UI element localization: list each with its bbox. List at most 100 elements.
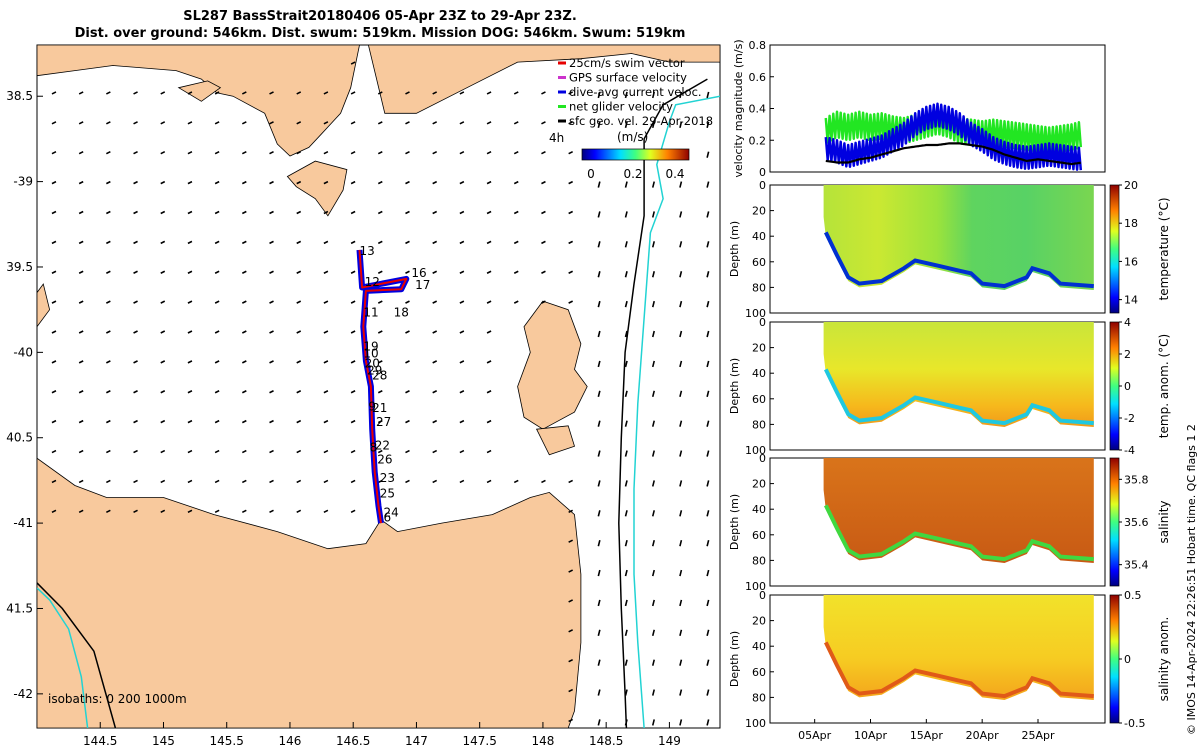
current-vector-arrow (160, 121, 166, 125)
current-vector-arrow (541, 240, 546, 245)
current-vector-arrow (106, 300, 111, 304)
current-vector-arrow (486, 270, 492, 274)
colorbar-tick-label: 0 (1124, 653, 1131, 666)
date-x-tick-label: 05Apr (798, 729, 832, 742)
speed-colorbar (581, 148, 690, 161)
track-day-label: 27 (376, 415, 391, 429)
colorbar-label: temperature (°C) (1157, 198, 1171, 301)
current-vector-arrow (651, 629, 656, 637)
current-vector-arrow (51, 270, 57, 274)
current-vector-arrow (269, 270, 274, 274)
current-vector-arrow (51, 151, 57, 155)
current-vector-arrow (106, 91, 111, 95)
current-vector-arrow (241, 151, 247, 155)
colorbar-tick-label: -2 (1124, 412, 1135, 425)
current-vector-arrow (624, 241, 628, 248)
current-vector-arrow (568, 240, 574, 245)
colorbar-tick-label: 4 (1124, 316, 1131, 329)
current-vector-arrow (323, 330, 329, 334)
current-vector-arrow (405, 210, 410, 215)
king-island (37, 283, 51, 328)
current-vector-arrow (486, 240, 492, 245)
current-vector-arrow (568, 688, 574, 693)
depth-y-tick-label: 20 (752, 205, 766, 218)
current-vector-arrow (241, 390, 247, 394)
current-vector-arrow (187, 360, 193, 364)
current-vector-arrow (133, 449, 138, 454)
current-vector-arrow (568, 629, 574, 633)
current-vector-arrow (651, 450, 656, 457)
current-vector-arrow (214, 180, 220, 185)
current-vector-arrow (568, 479, 574, 484)
current-vector-arrow (350, 91, 356, 95)
current-vector-arrow (214, 240, 220, 245)
current-vector-arrow (597, 241, 601, 248)
current-vector-arrow (706, 330, 710, 338)
track-day-label: 29 (367, 364, 382, 378)
map-y-tick-label: 40.5 (6, 431, 33, 445)
current-vector-arrow (432, 479, 438, 484)
current-vector-arrow (133, 360, 138, 364)
current-vector-arrow (624, 271, 628, 278)
current-vector-arrow (269, 180, 274, 185)
current-vector-arrow (651, 390, 656, 397)
current-vector-arrow (651, 271, 656, 278)
depth-y-tick-label: 60 (752, 393, 766, 406)
current-vector-arrow (679, 181, 683, 188)
current-vector-arrow (241, 121, 247, 125)
current-vector-arrow (106, 479, 111, 484)
current-vector-arrow (405, 91, 410, 95)
current-vector-arrow (241, 91, 247, 95)
current-vector-arrow (350, 270, 356, 274)
current-vector-arrow (133, 240, 138, 245)
colorbar-tick-label: 20 (1124, 179, 1138, 192)
tasmania (37, 457, 582, 728)
colorbar-tick-label: 16 (1124, 255, 1138, 268)
isobath-1000m-east (633, 95, 720, 728)
current-vector-arrow (323, 151, 329, 155)
current-vector-arrow (513, 270, 519, 274)
colorbar-tick-label: -4 (1124, 444, 1135, 457)
current-vector-arrow (459, 121, 465, 125)
map-x-tick-label: 148.5 (589, 734, 623, 748)
current-vector-arrow (459, 151, 465, 155)
map-x-tick-label: 144.5 (83, 734, 117, 748)
current-vector-arrow (160, 509, 166, 514)
current-vector-arrow (568, 509, 574, 514)
current-vector-arrow (296, 180, 302, 185)
current-vector-arrow (405, 330, 410, 334)
current-vector-arrow (187, 449, 193, 454)
track-day-label: 11 (363, 305, 378, 319)
current-vector-arrow (133, 151, 138, 155)
track-day-label: 22 (375, 439, 390, 453)
velocity-y-tick-label: 0.2 (749, 134, 767, 147)
current-vector-arrow (133, 330, 138, 334)
current-vector-arrow (269, 330, 274, 334)
current-vector-arrow (459, 360, 465, 364)
current-vector-arrow (624, 181, 628, 188)
current-vector-arrow (706, 241, 710, 248)
current-vector-arrow (651, 300, 656, 308)
current-vector-arrow (624, 719, 628, 726)
current-vector-arrow (624, 480, 628, 487)
current-vector-arrow (706, 689, 710, 696)
legend-item-label: GPS surface velocity (569, 71, 687, 85)
map-y-tick-label: -41 (13, 516, 33, 530)
current-vector-arrow (486, 151, 492, 155)
current-vector-arrow (160, 330, 166, 334)
current-vector-arrow (133, 300, 138, 304)
map-x-tick-label: 145.5 (210, 734, 244, 748)
current-vector-arrow (241, 300, 247, 304)
flinders-island (517, 300, 588, 430)
current-vector-arrow (597, 539, 601, 547)
map-y-tick-label: 39.5 (6, 260, 33, 274)
current-vector-arrow (241, 419, 247, 424)
track-day-label: 26 (377, 452, 392, 466)
current-vector-arrow (323, 509, 329, 514)
date-x-tick-label: 20Apr (966, 729, 1000, 742)
current-vector-arrow (160, 240, 166, 245)
current-vector-arrow (296, 151, 302, 155)
current-vector-arrow (459, 240, 465, 245)
current-vector-arrow (432, 270, 438, 274)
